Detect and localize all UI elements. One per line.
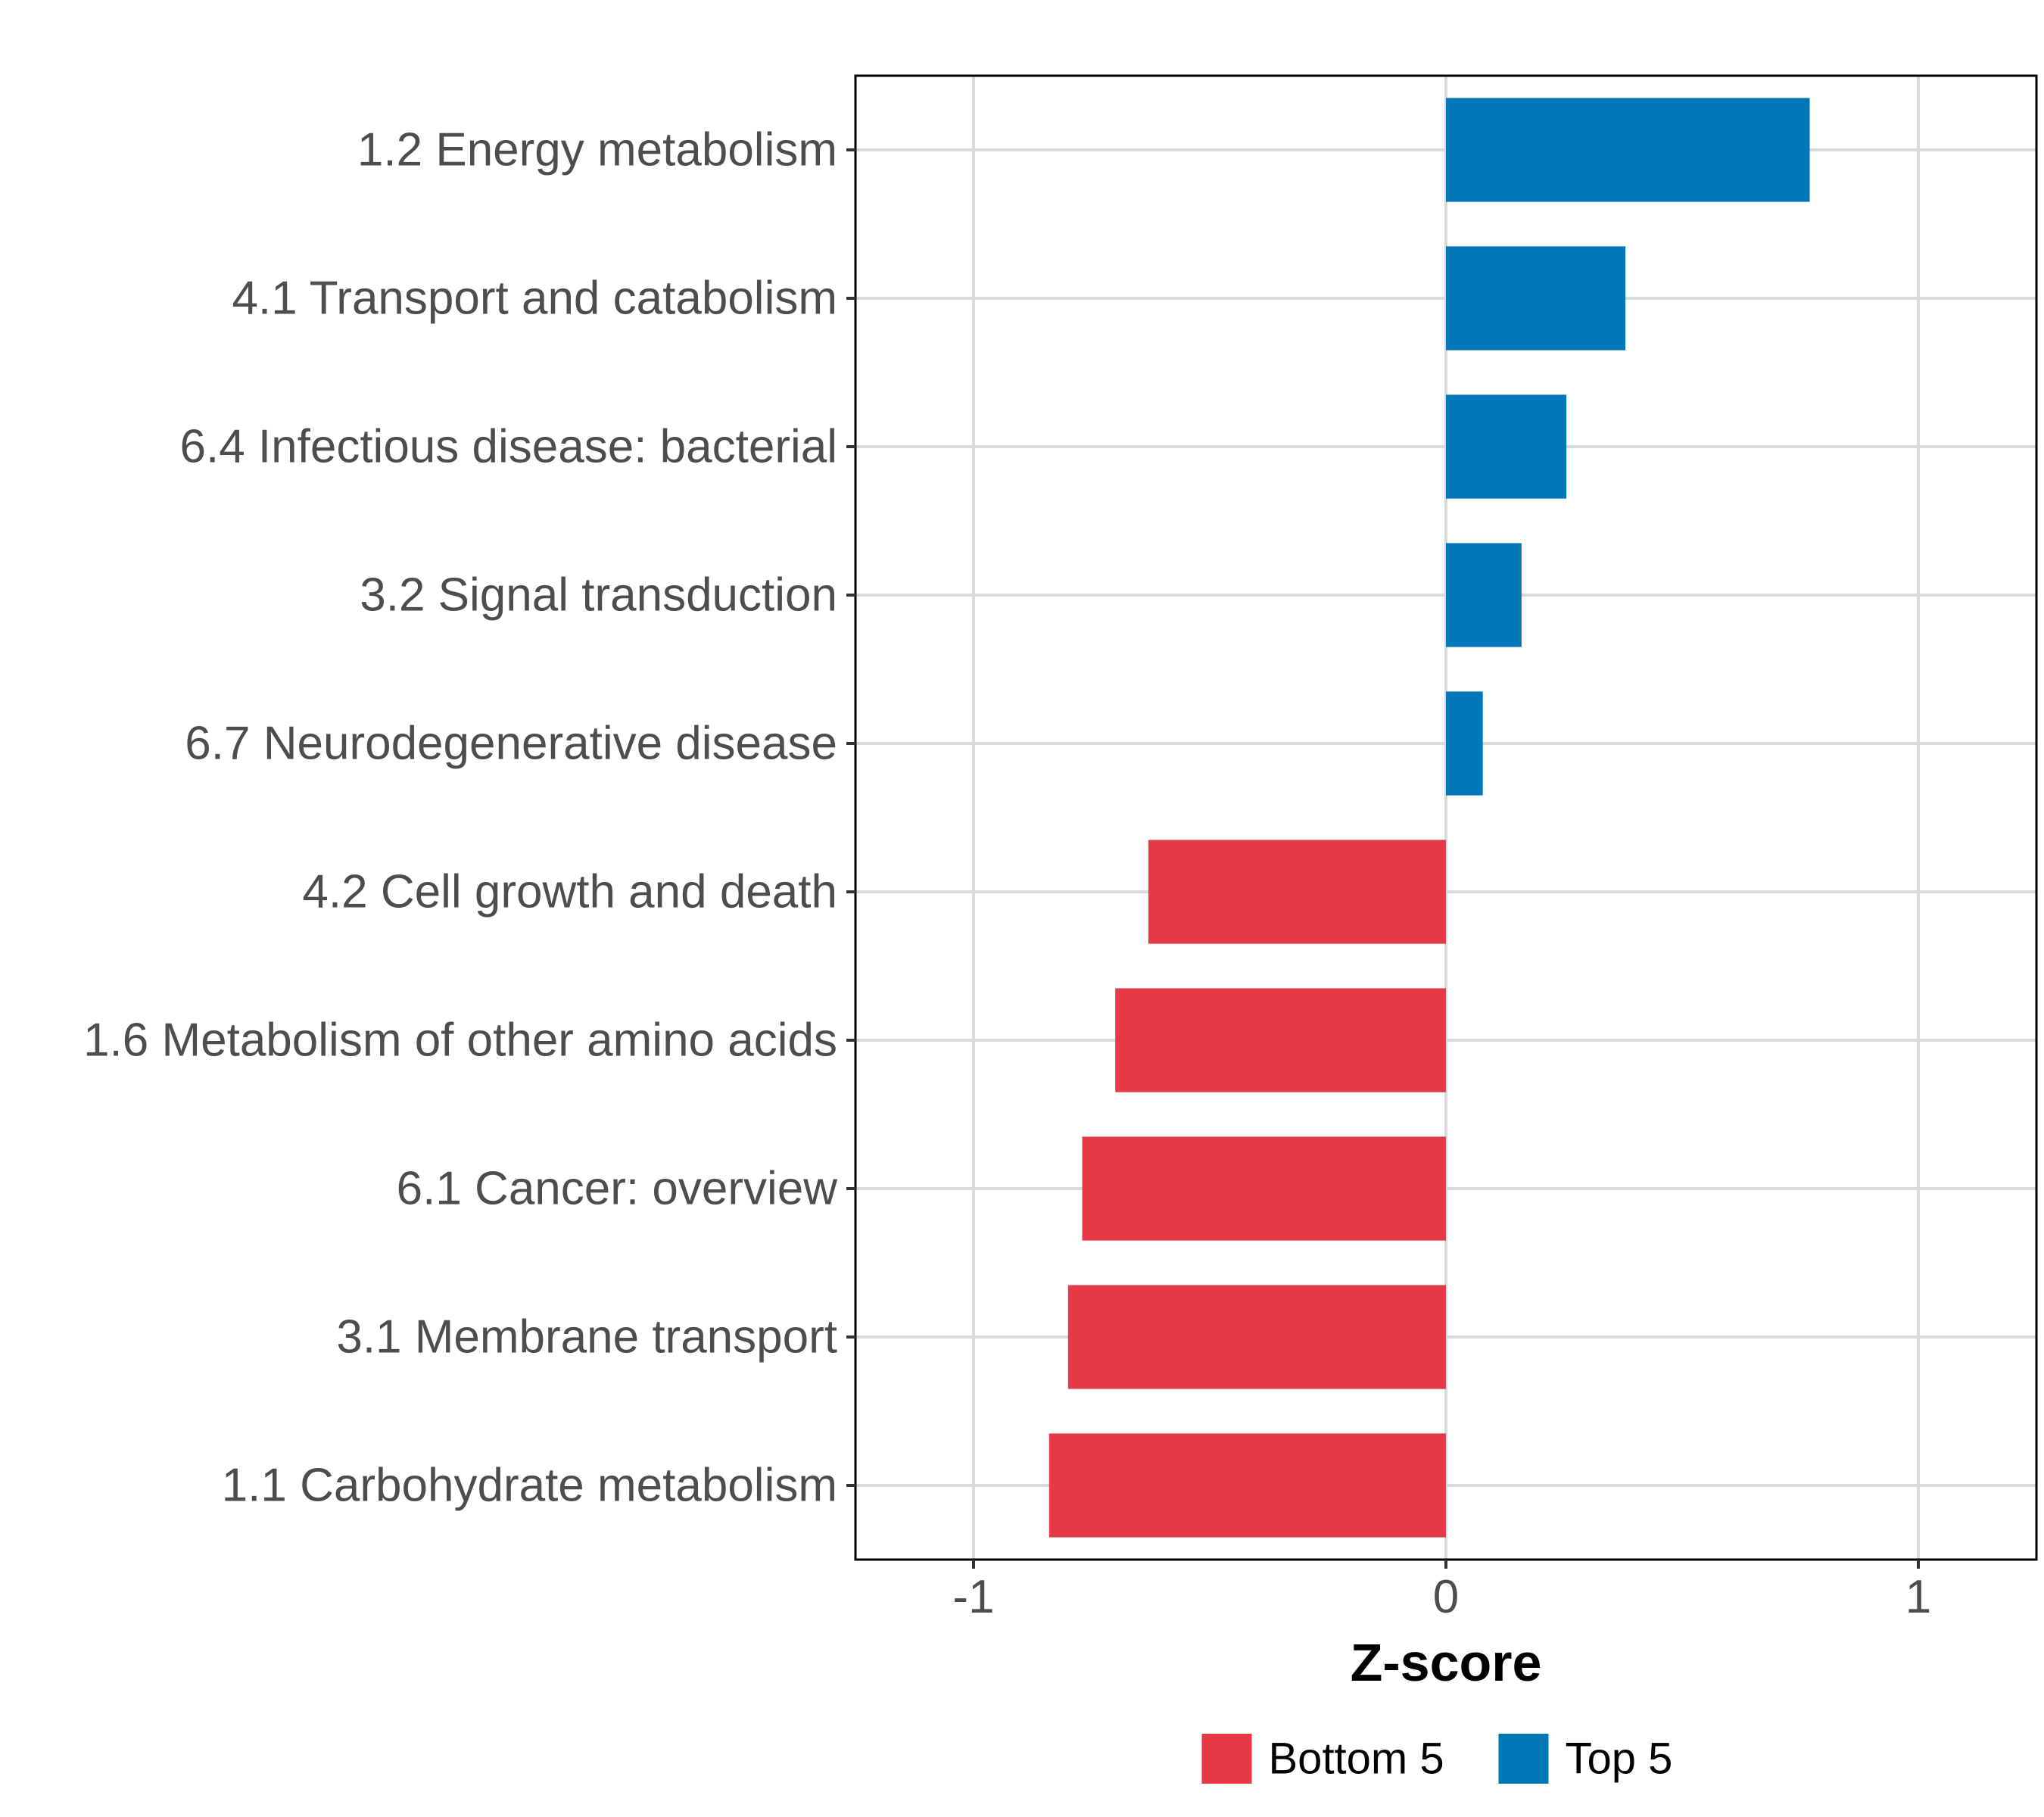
x-axis-title: Z-score xyxy=(1351,1633,1542,1692)
bar-3-2-signal-transduction xyxy=(1446,543,1522,647)
bar-6-7-neurodegenerative-disease xyxy=(1446,691,1483,796)
category-label: 3.2 Signal transduction xyxy=(360,569,837,622)
bar-1-1-carbohydrate-metabolism xyxy=(1048,1433,1446,1538)
legend-key-top-5 xyxy=(1498,1734,1549,1784)
bar-6-4-infectious-disease-bacterial xyxy=(1446,394,1567,499)
category-label: 6.1 Cancer: overview xyxy=(397,1163,838,1215)
category-label: 6.7 Neurodegenerative disease xyxy=(185,718,837,770)
y-axis-ticks xyxy=(846,148,855,1487)
category-label: 6.4 Infectious disease: bacterial xyxy=(179,421,837,473)
x-tick-label: -1 xyxy=(952,1571,994,1623)
bar-4-1-transport-and-catabolism xyxy=(1446,246,1626,351)
bar-1-2-energy-metabolism xyxy=(1446,98,1810,202)
category-label: 1.1 Carbohydrate metabolism xyxy=(222,1460,837,1512)
bar-6-1-cancer-overview xyxy=(1082,1136,1446,1241)
bar-3-1-membrane-transport xyxy=(1067,1285,1446,1389)
category-label: 4.2 Cell growth and death xyxy=(302,866,837,918)
x-tick-label: 1 xyxy=(1905,1571,1931,1623)
legend: Bottom 5 Top 5 xyxy=(1201,1734,1673,1784)
legend-label: Top 5 xyxy=(1566,1734,1673,1784)
x-axis-tick-labels: -1 0 1 xyxy=(952,1571,1931,1623)
bars xyxy=(1048,98,1810,1538)
category-label: 4.1 Transport and catabolism xyxy=(232,273,837,325)
legend-label: Bottom 5 xyxy=(1269,1734,1444,1784)
bar-4-2-cell-growth-and-death xyxy=(1148,840,1446,944)
x-axis-ticks xyxy=(972,1560,1920,1569)
y-axis-category-labels: 1.2 Energy metabolism 4.1 Transport and c… xyxy=(83,124,837,1512)
legend-key-bottom-5 xyxy=(1201,1734,1252,1784)
category-label: 3.1 Membrane transport xyxy=(336,1311,837,1364)
category-label: 1.6 Metabolism of other amino acids xyxy=(83,1014,837,1067)
bar-1-6-metabolism-of-other-amino-acids xyxy=(1115,988,1446,1092)
x-tick-label: 0 xyxy=(1433,1571,1459,1623)
category-label: 1.2 Energy metabolism xyxy=(357,124,837,176)
